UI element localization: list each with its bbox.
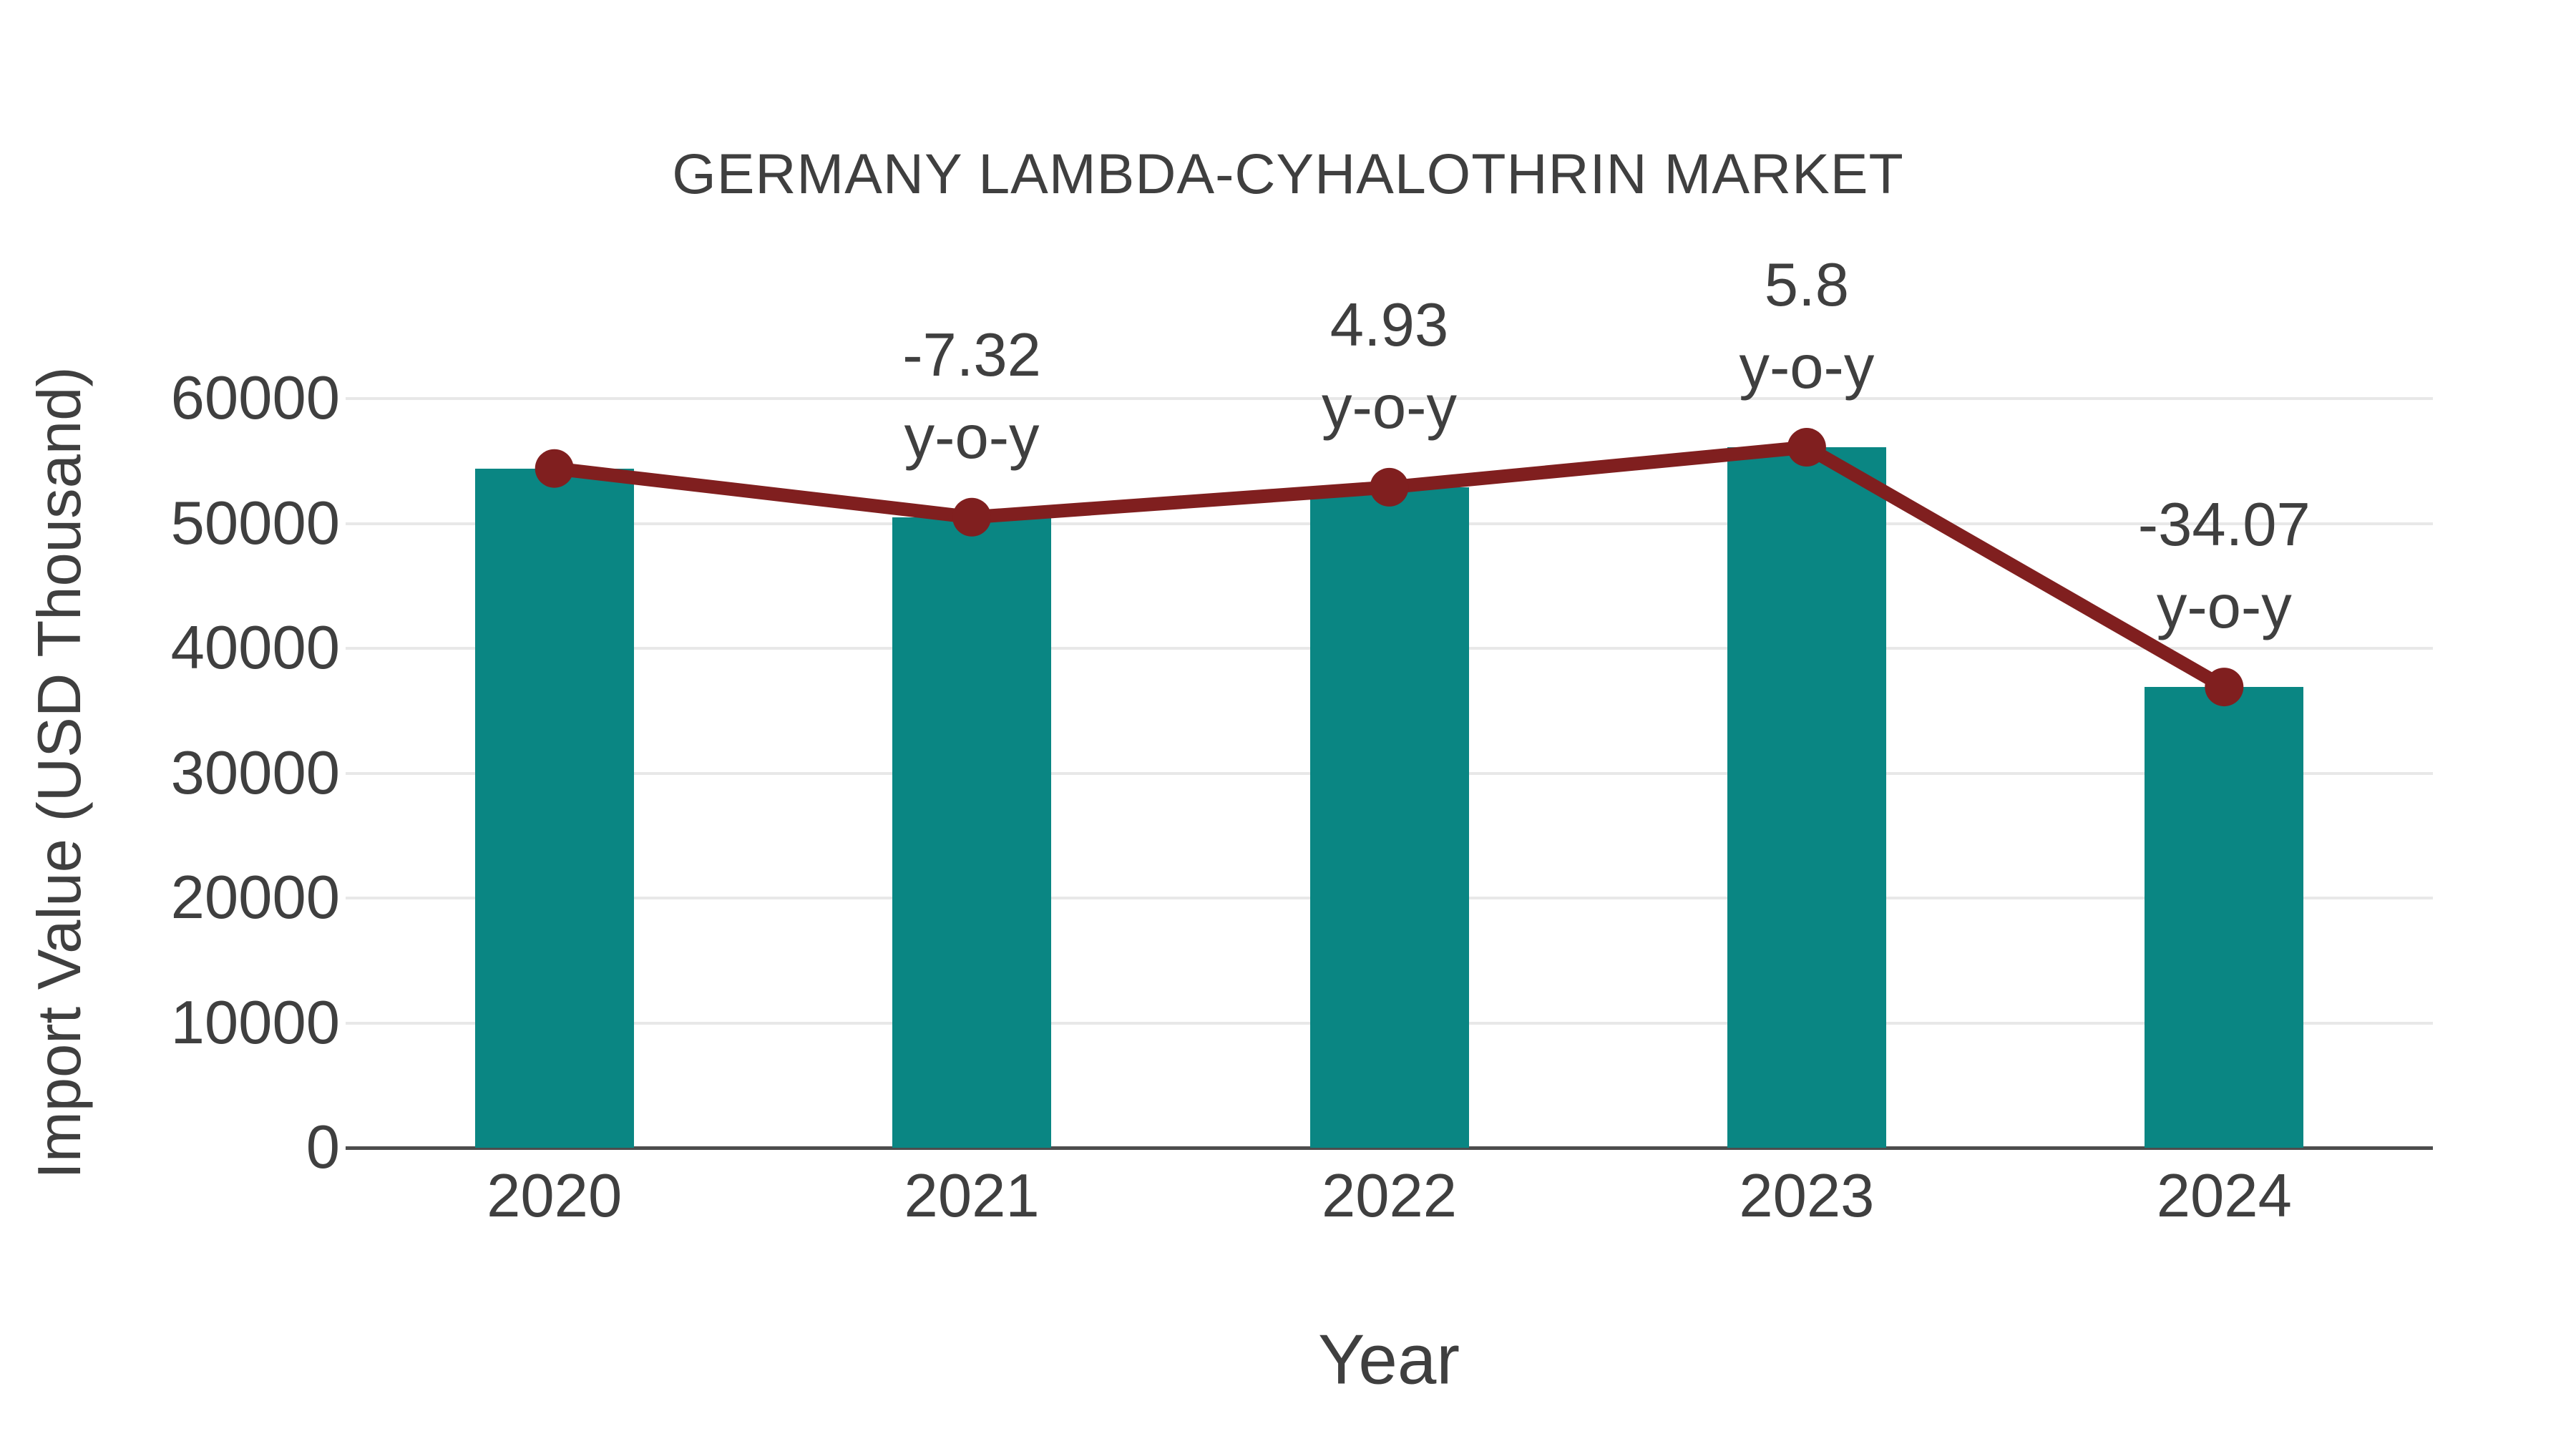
- annotation-unit-2023: y-o-y: [1739, 333, 1875, 402]
- y-tick-label-40000: 40000: [170, 614, 340, 682]
- y-tick-label-30000: 30000: [170, 738, 340, 807]
- y-axis-title: Import Value (USD Thousand): [26, 366, 94, 1179]
- gridline-60000: [346, 397, 2433, 400]
- x-tick-label-2021: 2021: [904, 1162, 1040, 1230]
- chart-title: GERMANY LAMBDA-CYHALOTHRIN MARKET: [672, 142, 1904, 205]
- annotation-unit-2021: y-o-y: [904, 403, 1040, 472]
- y-tick-label-60000: 60000: [170, 364, 340, 432]
- x-axis-title: Year: [1317, 1319, 1460, 1399]
- x-tick-label-2022: 2022: [1321, 1162, 1458, 1230]
- x-tick-label-2024: 2024: [2156, 1162, 2292, 1230]
- bar-2021: [892, 517, 1052, 1148]
- y-tick-label-0: 0: [306, 1113, 340, 1181]
- annotation-unit-2022: y-o-y: [1322, 373, 1457, 441]
- y-tick-label-50000: 50000: [170, 489, 340, 557]
- x-tick-label-2023: 2023: [1739, 1162, 1875, 1230]
- y-tick-label-20000: 20000: [170, 864, 340, 932]
- x-tick-label-2020: 2020: [487, 1162, 623, 1230]
- annotation-value-2023: 5.8: [1764, 251, 1849, 320]
- bar-2020: [474, 468, 634, 1148]
- annotation-value-2021: -7.32: [902, 321, 1041, 389]
- annotation-unit-2024: y-o-y: [2156, 573, 2292, 642]
- bar-2023: [1727, 447, 1886, 1148]
- annotation-value-2024: -34.07: [2137, 491, 2311, 560]
- y-tick-label-10000: 10000: [170, 988, 340, 1057]
- bar-2022: [1309, 487, 1469, 1148]
- x-axis-line: [346, 1146, 2433, 1150]
- bar-2024: [2145, 687, 2304, 1148]
- annotation-value-2022: 4.93: [1330, 291, 1449, 359]
